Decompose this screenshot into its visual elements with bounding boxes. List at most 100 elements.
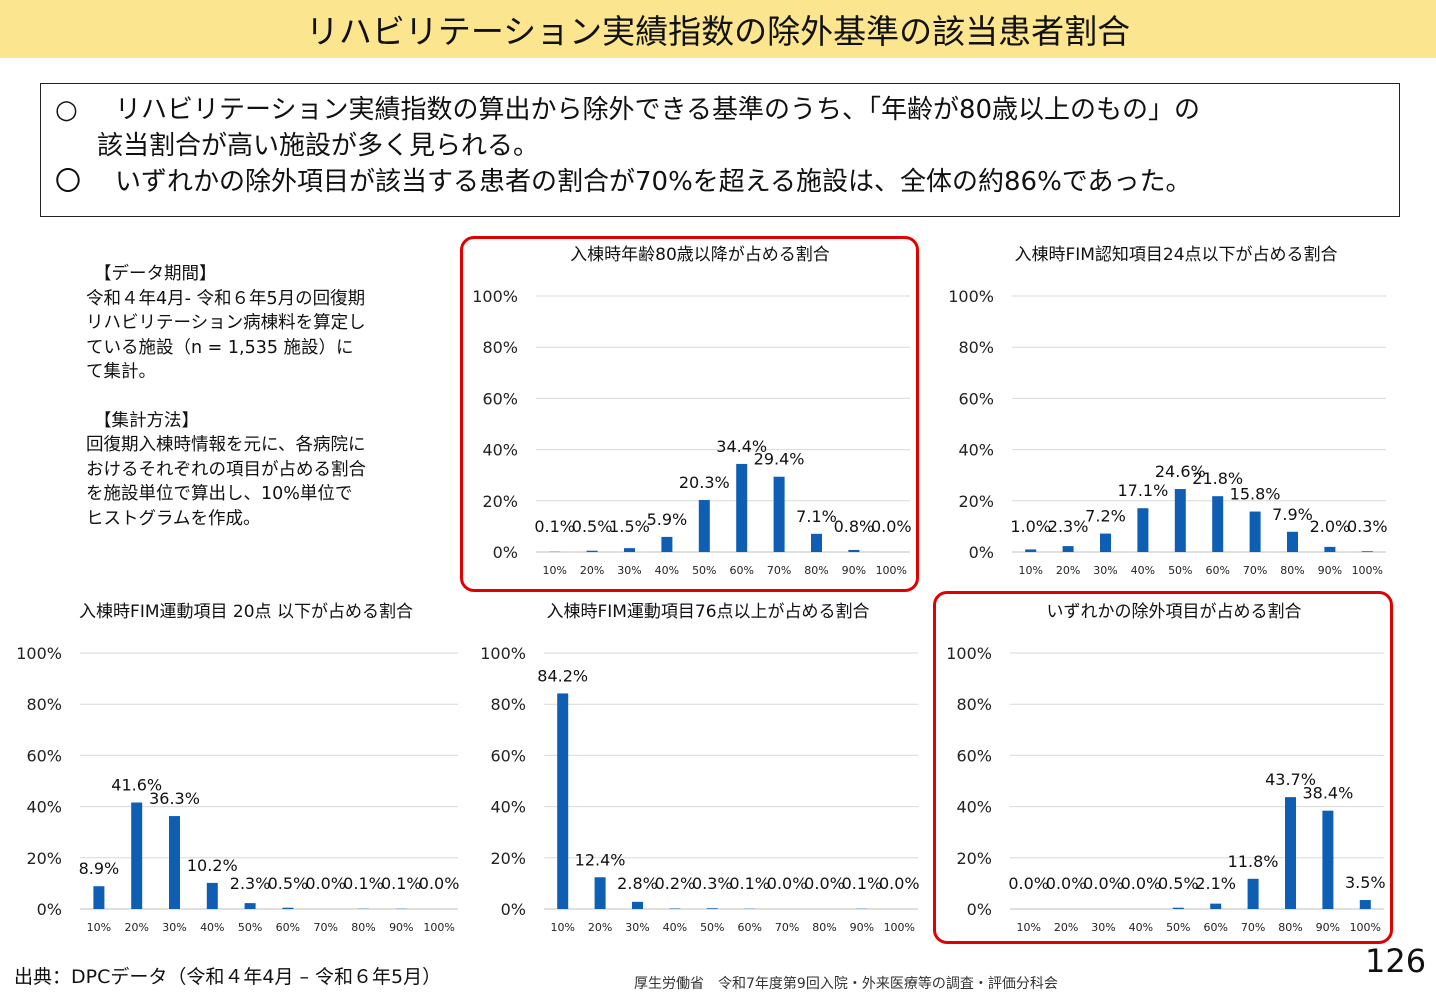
data-label: 36.3% (149, 789, 200, 808)
x-tick-label: 90% (842, 564, 866, 577)
bar (1360, 900, 1371, 909)
x-tick-label: 40% (200, 921, 224, 934)
data-label: 11.8% (1228, 852, 1279, 871)
x-tick-label: 30% (162, 921, 186, 934)
x-tick-label: 40% (1129, 921, 1153, 934)
x-tick-label: 60% (1203, 921, 1227, 934)
bar (661, 537, 672, 552)
bar (669, 908, 680, 909)
data-label: 0.0% (871, 517, 912, 536)
x-tick-label: 50% (238, 921, 262, 934)
x-tick-label: 50% (1166, 921, 1190, 934)
chart-svg: 入棟時FIM運動項目76点以上が占める割合0%20%40%60%80%100%8… (470, 597, 926, 937)
data-label: 0.0% (1121, 874, 1162, 893)
source-note: 出典：DPCデータ（令和４年4月 – 令和６年5月） (14, 962, 441, 989)
data-label: 0.1% (842, 874, 883, 893)
y-tick-label: 60% (490, 746, 526, 765)
y-tick-label: 100% (480, 644, 526, 663)
bar (707, 908, 718, 909)
y-tick-label: 40% (482, 441, 518, 460)
data-label: 1.5% (609, 517, 650, 536)
method-line: ヒストグラムを作成。 (86, 507, 426, 532)
data-label: 8.9% (79, 859, 120, 878)
bar (1100, 534, 1111, 552)
y-tick-label: 80% (482, 338, 518, 357)
y-tick-label: 0% (493, 543, 518, 562)
y-tick-label: 80% (958, 338, 994, 357)
y-tick-label: 0% (967, 900, 992, 919)
page-title: リハビリテーション実績指数の除外基準の該当患者割合 (306, 5, 1130, 53)
bar (1173, 908, 1184, 909)
data-label: 2.0% (1310, 517, 1351, 536)
bar (595, 877, 606, 909)
x-tick-label: 30% (1093, 564, 1117, 577)
x-tick-label: 100% (1352, 564, 1383, 577)
data-label: 0.8% (834, 517, 875, 536)
data-label: 0.0% (804, 874, 845, 893)
x-tick-label: 60% (1205, 564, 1229, 577)
summary-text-2: いずれかの除外項目が該当する患者の割合が70%を超える施設は、全体の約86%であ… (115, 167, 1192, 197)
x-tick-label: 70% (1243, 564, 1267, 577)
x-tick-label: 90% (389, 921, 413, 934)
x-tick-label: 20% (124, 921, 148, 934)
data-label: 84.2% (537, 666, 588, 685)
y-tick-label: 60% (956, 746, 992, 765)
bar (169, 816, 180, 909)
data-label: 0.0% (1008, 874, 1049, 893)
method-heading: 【集計方法】 (86, 409, 426, 434)
bar (811, 534, 822, 552)
x-tick-label: 10% (87, 921, 111, 934)
x-tick-label: 10% (550, 921, 574, 934)
data-label: 0.0% (879, 874, 920, 893)
data-label: 3.5% (1345, 873, 1386, 892)
y-tick-label: 20% (958, 492, 994, 511)
y-tick-label: 80% (956, 695, 992, 714)
data-label: 0.0% (1046, 874, 1087, 893)
bar (1025, 549, 1036, 552)
bar (1137, 508, 1148, 552)
y-tick-label: 100% (946, 644, 992, 663)
bar (1324, 547, 1335, 552)
data-label: 10.2% (187, 856, 238, 875)
data-label: 0.3% (1347, 517, 1388, 536)
page-number: 126 (1365, 942, 1426, 980)
chart-svg: 入棟時年齢80歳以降が占める割合0%20%40%60%80%100%0.1%10… (462, 240, 918, 580)
period-line: リハビリテーション病棟料を算定し (86, 311, 426, 336)
bar (207, 883, 218, 909)
method-line: おけるそれぞれの項目が占める割合 (86, 458, 426, 483)
data-label: 15.8% (1230, 485, 1281, 504)
y-tick-label: 60% (26, 746, 62, 765)
data-label: 0.0% (1083, 874, 1124, 893)
y-tick-label: 0% (501, 900, 526, 919)
summary-line-1b: 該当割合が高い施設が多く見られる。 (55, 128, 1399, 164)
data-label: 2.1% (1195, 874, 1236, 893)
summary-line-1: ○リハビリテーション実績指数の算出から除外できる基準のうち、「年齢が80歳以上の… (55, 92, 1399, 128)
chart-title: 入棟時FIM認知項目24点以下が占める割合 (1014, 245, 1337, 265)
data-label: 0.0% (419, 874, 460, 893)
y-tick-label: 40% (26, 798, 62, 817)
bullet-circle-icon: ○ (55, 92, 115, 128)
y-tick-label: 100% (948, 287, 994, 306)
data-label: 17.1% (1117, 481, 1168, 500)
bar (93, 886, 104, 909)
x-tick-label: 40% (655, 564, 679, 577)
y-tick-label: 20% (490, 849, 526, 868)
data-label: 0.5% (268, 874, 309, 893)
data-label: 0.1% (729, 874, 770, 893)
period-line: ている施設（n = 1,535 施設）に (86, 336, 426, 361)
x-tick-label: 100% (1350, 921, 1381, 934)
y-tick-label: 80% (490, 695, 526, 714)
data-label: 7.9% (1272, 505, 1313, 524)
bar (1248, 879, 1259, 909)
chart-title: 入棟時年齢80歳以降が占める割合 (570, 245, 830, 265)
bar (1362, 551, 1373, 552)
method-line: を施設単位で算出し、10%単位で (86, 482, 426, 507)
data-label: 0.1% (534, 517, 575, 536)
period-line: 令和４年4月- 令和６年5月の回復期 (86, 287, 426, 312)
y-tick-label: 60% (482, 389, 518, 408)
y-tick-label: 40% (956, 798, 992, 817)
